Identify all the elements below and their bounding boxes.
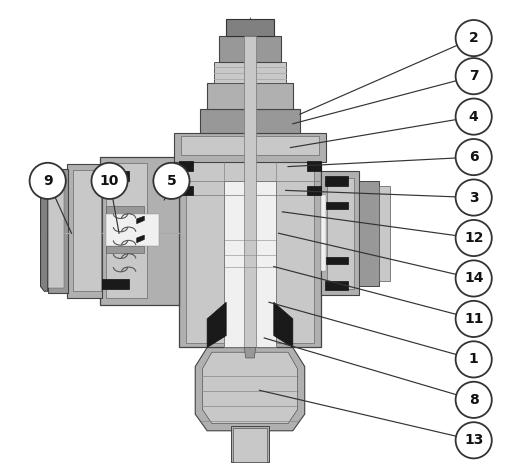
Text: 10: 10 [100, 174, 119, 188]
Bar [214, 62, 285, 83]
Bar [106, 163, 147, 298]
Bar [181, 136, 319, 155]
Polygon shape [244, 347, 256, 358]
Bar [360, 181, 378, 286]
Bar [48, 169, 67, 293]
Bar [106, 246, 144, 253]
Circle shape [456, 58, 492, 94]
Circle shape [456, 139, 492, 175]
Bar [106, 214, 159, 246]
Polygon shape [40, 169, 48, 291]
Text: 1: 1 [469, 352, 479, 367]
Text: 13: 13 [464, 433, 483, 447]
Bar [325, 202, 348, 209]
Polygon shape [136, 235, 144, 243]
Circle shape [153, 163, 189, 199]
Bar [186, 143, 314, 343]
Text: 9: 9 [43, 174, 52, 188]
Text: 12: 12 [464, 231, 484, 245]
Circle shape [456, 301, 492, 337]
Bar [307, 161, 321, 171]
Bar [67, 164, 102, 298]
Text: 11: 11 [464, 312, 484, 326]
Bar [179, 161, 193, 171]
Circle shape [456, 99, 492, 135]
Bar [106, 206, 144, 214]
Bar [73, 170, 102, 291]
Bar [321, 171, 360, 295]
Circle shape [456, 20, 492, 56]
Bar [226, 19, 274, 36]
Polygon shape [274, 302, 293, 347]
Circle shape [456, 220, 492, 256]
Text: 14: 14 [464, 271, 484, 286]
Polygon shape [136, 216, 144, 224]
Text: 4: 4 [469, 109, 479, 124]
Bar [100, 157, 179, 305]
Bar [179, 138, 321, 347]
Text: 7: 7 [469, 69, 479, 83]
Bar [207, 83, 293, 109]
Circle shape [456, 179, 492, 216]
Bar [327, 178, 354, 289]
Bar [174, 133, 326, 162]
Bar [325, 257, 348, 264]
Bar [179, 186, 193, 195]
Text: 3: 3 [469, 190, 479, 205]
Bar [244, 36, 256, 347]
Circle shape [456, 382, 492, 418]
Circle shape [91, 163, 128, 199]
Bar [219, 36, 281, 62]
Bar [307, 186, 321, 195]
Circle shape [30, 163, 66, 199]
Bar [48, 172, 64, 288]
Text: 2: 2 [469, 31, 479, 45]
Polygon shape [195, 347, 305, 431]
Text: 6: 6 [469, 150, 479, 164]
Bar [325, 281, 348, 290]
Text: 5: 5 [167, 174, 176, 188]
Circle shape [456, 260, 492, 297]
Bar [102, 279, 129, 289]
Polygon shape [202, 352, 297, 424]
Bar [234, 428, 267, 462]
Bar [321, 195, 326, 271]
Circle shape [456, 422, 492, 458]
Bar [325, 176, 348, 186]
Bar [378, 186, 390, 281]
Polygon shape [207, 302, 226, 347]
Bar [200, 109, 300, 133]
Text: 8: 8 [469, 393, 479, 407]
Bar [231, 426, 269, 462]
Bar [224, 181, 276, 347]
Circle shape [456, 341, 492, 377]
Bar [102, 171, 129, 181]
